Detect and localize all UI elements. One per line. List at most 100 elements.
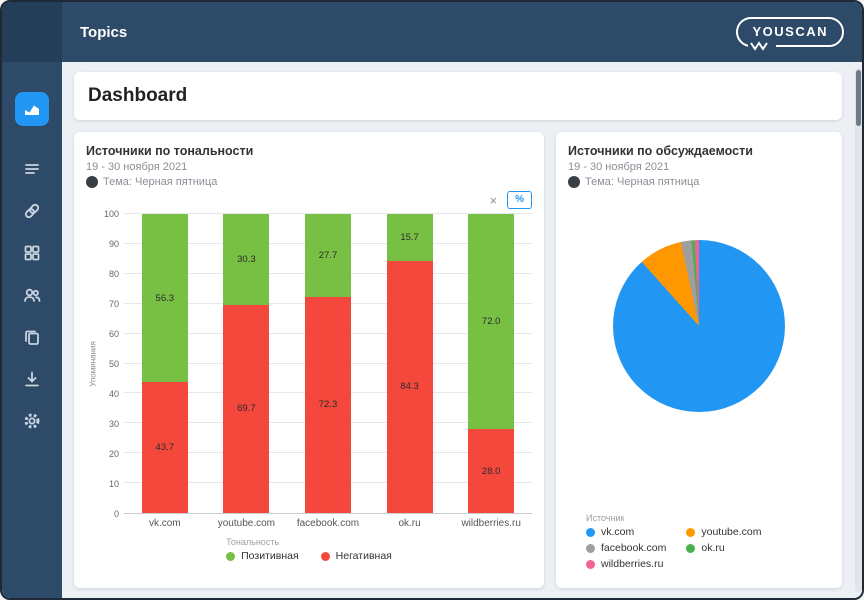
- x-category-label: youtube.com: [217, 518, 276, 529]
- pie-legend-item-facebook.com[interactable]: facebook.com: [586, 542, 666, 554]
- legend-item-Негативная[interactable]: Негативная: [320, 550, 392, 562]
- x-category-label: wildberries.ru: [461, 518, 521, 529]
- y-tick-label: 30: [108, 419, 119, 429]
- pie-legend: Источник vk.com youtube.com facebook.com ok…: [586, 513, 830, 570]
- bar-vk.com: 56.3 43.7: [141, 214, 188, 513]
- sidebar-item-links[interactable]: [15, 194, 49, 228]
- pie-legend-item-wildberries.ru[interactable]: wildberries.ru: [586, 558, 666, 570]
- bar-value-label: 56.3: [155, 292, 175, 304]
- youscan-logo-text: YOUSCAN: [752, 24, 828, 39]
- sidebar-item-dashboard[interactable]: [15, 92, 49, 126]
- bar-value-label: 72.3: [318, 399, 338, 411]
- x-category-label: facebook.com: [296, 518, 360, 529]
- bar-ok.ru: 15.7 84.3: [386, 214, 433, 513]
- body-row: Dashboard Источники по тональности 19 - …: [2, 62, 862, 598]
- bar-segment-Позитивная[interactable]: 30.3: [223, 214, 270, 305]
- pie-legend-item-vk.com[interactable]: vk.com: [586, 526, 666, 538]
- x-category-label: vk.com: [148, 518, 181, 529]
- percent-toggle-button[interactable]: %: [507, 191, 532, 209]
- bar-segment-Негативная[interactable]: 69.7: [223, 304, 270, 513]
- discussion-topic-label: Тема: Черная пятница: [585, 176, 700, 188]
- legend-label: vk.com: [601, 526, 635, 538]
- y-tick-label: 60: [108, 329, 119, 339]
- pie-legend-item-youtube.com[interactable]: youtube.com: [686, 526, 762, 538]
- bar-segment-Негативная[interactable]: 84.3: [386, 260, 433, 513]
- page-title: Dashboard: [88, 85, 188, 106]
- sidebar-item-settings[interactable]: [15, 404, 49, 438]
- sidebar-item-reports[interactable]: [15, 320, 49, 354]
- download-icon: [22, 369, 42, 389]
- copy-icon: [22, 327, 42, 347]
- cards-row: Источники по тональности 19 - 30 ноября …: [74, 132, 842, 588]
- sidebar: [2, 62, 62, 598]
- close-chart-button[interactable]: ×: [486, 192, 502, 209]
- tonality-topic-label: Тема: Черная пятница: [103, 176, 218, 188]
- bar-segment-Позитивная[interactable]: 72.0: [468, 214, 515, 430]
- bar-segment-Негативная[interactable]: 72.3: [304, 296, 351, 513]
- bar-value-label: 30.3: [237, 253, 256, 265]
- bar-segment-Позитивная[interactable]: 15.7: [386, 214, 433, 261]
- y-tick-label: 40: [108, 389, 119, 399]
- discussion-card-period: 19 - 30 ноября 2021: [568, 161, 670, 173]
- legend-marker-icon: [586, 527, 595, 537]
- feed-icon: [22, 159, 42, 179]
- y-axis-label: Упоминания: [88, 341, 98, 387]
- sidebar-item-export[interactable]: [15, 362, 49, 396]
- legend-label: wildberries.ru: [601, 558, 664, 570]
- legend-marker-icon: [226, 551, 236, 561]
- bar-wildberries.ru: 72.0 28.0: [468, 214, 515, 513]
- tonality-card-title: Источники по тональности: [86, 144, 254, 158]
- sidebar-item-widgets[interactable]: [15, 236, 49, 270]
- pie-legend-item-ok.ru[interactable]: ok.ru: [686, 542, 761, 554]
- youscan-logo: YOUSCAN: [736, 17, 844, 51]
- scrollbar[interactable]: [855, 68, 862, 592]
- legend-marker-icon: [586, 543, 595, 553]
- bar-chart: Упоминания 0 10 20 30 40 50 60 70 80 90 100 56.3 43…: [86, 209, 532, 519]
- grid-icon: [22, 243, 42, 263]
- bars: 56.3 43.7 30.3 69.7 27.7 72.3 15.7 84.3 72.0 28.0: [124, 214, 532, 513]
- legend-marker-icon: [320, 551, 330, 561]
- y-tick-label: 70: [108, 299, 119, 309]
- bar-youtube.com: 30.3 69.7: [223, 214, 270, 513]
- tonality-card-topic: Тема: Черная пятница: [86, 176, 532, 188]
- gear-icon: [22, 411, 42, 431]
- y-tick-label: 0: [113, 509, 119, 519]
- bar-value-label: 84.3: [400, 381, 419, 393]
- legend-item-Позитивная[interactable]: Позитивная: [226, 550, 299, 562]
- bar-legend-title: Тональность: [226, 537, 280, 547]
- legend-label: facebook.com: [601, 542, 667, 554]
- topic-avatar-icon: [86, 176, 98, 188]
- gridline: [124, 213, 532, 214]
- legend-label: youtube.com: [701, 526, 762, 538]
- bar-segment-Негативная[interactable]: 28.0: [468, 429, 515, 513]
- y-tick-label: 20: [108, 449, 119, 459]
- y-tick-label: 10: [108, 479, 119, 489]
- bar-value-label: 43.7: [155, 442, 175, 454]
- y-tick-label: 100: [103, 209, 119, 219]
- bar-segment-Позитивная[interactable]: 27.7: [304, 214, 351, 297]
- pie-legend-title: Источник: [586, 513, 625, 523]
- sidebar-item-mentions-feed[interactable]: [15, 152, 49, 186]
- bar-plot-area: 56.3 43.7 30.3 69.7 27.7 72.3 15.7 84.3 72.0 28.0: [124, 213, 532, 514]
- x-category-label: ok.ru: [398, 518, 421, 529]
- discussion-card: Источники по обсуждаемости 19 - 30 ноябр…: [556, 132, 842, 588]
- link-icon: [22, 201, 42, 221]
- x-axis-labels: vk.com youtube.com facebook.com ok.ru wildbe…: [124, 518, 532, 529]
- topbar: Topics YOUSCAN: [2, 2, 862, 62]
- dashboard-header-card: Dashboard: [74, 72, 842, 120]
- legend-marker-icon: [686, 543, 696, 553]
- bar-value-label: 15.7: [400, 231, 419, 243]
- bar-segment-Позитивная[interactable]: 56.3: [141, 214, 188, 383]
- legend-label: ok.ru: [701, 542, 725, 554]
- bar-value-label: 28.0: [481, 465, 501, 477]
- discussion-card-topic: Тема: Черная пятница: [568, 176, 830, 188]
- bar-segment-Негативная[interactable]: 43.7: [141, 382, 188, 513]
- pie-chart[interactable]: [613, 240, 785, 412]
- sidebar-item-audience[interactable]: [15, 278, 49, 312]
- bar-value-label: 27.7: [318, 249, 338, 261]
- y-tick-label: 90: [108, 239, 119, 249]
- scrollbar-thumb[interactable]: [856, 70, 861, 126]
- bar-facebook.com: 27.7 72.3: [304, 214, 351, 513]
- topic-avatar-icon: [568, 176, 580, 188]
